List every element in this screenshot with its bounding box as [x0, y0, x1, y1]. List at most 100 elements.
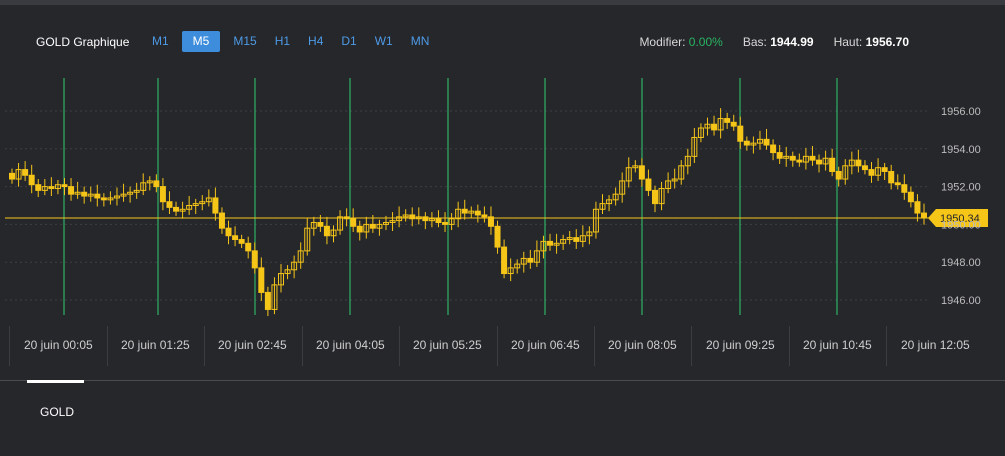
candle-body: [173, 206, 180, 212]
candle-body: [783, 155, 790, 159]
candle-body: [638, 165, 645, 180]
candle-body: [442, 222, 449, 225]
candle-body: [159, 186, 166, 203]
timeframe-m5-button[interactable]: M5: [181, 31, 221, 52]
candle-body: [612, 193, 619, 201]
candle-body: [704, 123, 711, 129]
candle-body: [146, 180, 153, 184]
candle-body: [278, 273, 285, 286]
price-axis: 1956.00 1954.00 1952.00 1950.00 1948.00 …: [941, 106, 981, 307]
candle-body: [881, 167, 888, 172]
candle-body: [678, 165, 685, 180]
candle-body: [369, 223, 376, 229]
high-value: 1956.70: [865, 35, 909, 49]
time-axis-separator: [107, 326, 108, 366]
timeframe-m1-button[interactable]: M1: [152, 34, 169, 48]
candle-body: [894, 182, 901, 186]
candle-body: [402, 214, 409, 218]
timeframe-selector: M1 M5 M15 H1 H4 D1 W1 MN: [143, 31, 438, 52]
timeframe-w1-button[interactable]: W1: [374, 34, 393, 48]
candle-body: [573, 237, 580, 242]
candle-body: [586, 231, 593, 237]
candle-body: [697, 127, 704, 138]
candle-body: [776, 152, 783, 159]
session-separators: [63, 78, 838, 315]
timeframe-mn-button[interactable]: MN: [410, 34, 430, 48]
candle-body: [218, 212, 225, 229]
candle-body: [665, 180, 672, 189]
timeframe-h4-button[interactable]: H4: [308, 34, 324, 48]
candle-body: [547, 240, 554, 246]
candle-body: [527, 257, 534, 263]
candle-body: [100, 197, 107, 201]
candle-body: [22, 169, 29, 176]
time-tick-label: 20 juin 00:05: [24, 338, 93, 352]
candle-body: [304, 227, 311, 252]
candle-body: [566, 237, 573, 241]
candle-body: [579, 235, 586, 242]
chart-toolbar: GOLD Graphique M1 M5 M15 H1 H4 D1 W1 MN …: [0, 28, 1005, 56]
candle-body: [494, 225, 501, 248]
candle-body: [711, 123, 718, 131]
price-tick-label: 1956.00: [941, 106, 981, 118]
candle-body: [127, 191, 134, 195]
candle-body: [796, 159, 803, 163]
time-axis-separator: [691, 326, 692, 366]
candle-body: [756, 138, 763, 144]
time-tick-label: 20 juin 12:05: [901, 338, 970, 352]
candle-body: [140, 182, 147, 191]
candle-body: [186, 205, 193, 210]
time-axis-separator: [497, 326, 498, 366]
price-tick-label: 1946.00: [941, 295, 981, 307]
candle-body: [763, 138, 770, 146]
time-tick-label: 20 juin 01:25: [121, 338, 190, 352]
candle-body: [770, 144, 777, 154]
low-value: 1944.99: [770, 35, 814, 49]
candle-body: [74, 191, 81, 195]
candle-body: [81, 191, 88, 197]
candle-body: [606, 199, 613, 205]
timeframe-h1-button[interactable]: H1: [274, 34, 291, 48]
timeframe-m15-button[interactable]: M15: [233, 34, 257, 48]
timeframe-d1-button[interactable]: D1: [341, 34, 357, 48]
candle-body: [113, 195, 120, 199]
tab-gold[interactable]: GOLD: [40, 405, 75, 419]
candle-body: [901, 184, 908, 193]
price-tick-label: 1950.00: [941, 219, 981, 231]
candle-body: [166, 201, 173, 208]
candle-body: [133, 189, 140, 193]
time-tick-label: 20 juin 09:25: [706, 338, 775, 352]
candle-body: [448, 218, 455, 225]
candle-body: [350, 218, 357, 227]
candle-body: [179, 208, 186, 212]
candle-body: [87, 193, 94, 197]
candle-body: [592, 208, 599, 233]
candle-body: [619, 180, 626, 195]
candle-body: [861, 165, 868, 171]
candle-body: [468, 210, 475, 214]
current-price-line: 1950.34: [5, 208, 988, 227]
candle-body: [829, 157, 836, 172]
candle-body: [251, 250, 258, 269]
time-axis-separator: [789, 326, 790, 366]
candle-body: [225, 227, 232, 237]
candle-body: [560, 239, 567, 244]
candle-body: [337, 216, 344, 231]
modifier-stat: Modifier: 0.00%: [639, 35, 722, 49]
candle-body: [258, 267, 265, 293]
candlestick-chart[interactable]: 1950.34 1956.00 1954.00 1952.00 1950.00 …: [0, 70, 1005, 320]
price-tick-label: 1948.00: [941, 257, 981, 269]
candle-body: [422, 216, 429, 222]
candle-body: [461, 208, 468, 214]
candle-body: [750, 142, 757, 146]
chart-canvas[interactable]: 1950.34 1956.00 1954.00 1952.00 1950.00 …: [0, 70, 1005, 320]
candle-body: [730, 121, 737, 127]
candle-body: [409, 214, 416, 220]
candle-body: [553, 242, 560, 246]
candle-body: [15, 169, 22, 180]
price-tick-label: 1952.00: [941, 182, 981, 194]
candle-body: [435, 218, 442, 224]
candle-body: [717, 118, 724, 131]
candle-body: [48, 186, 55, 189]
candle-body: [323, 225, 330, 237]
